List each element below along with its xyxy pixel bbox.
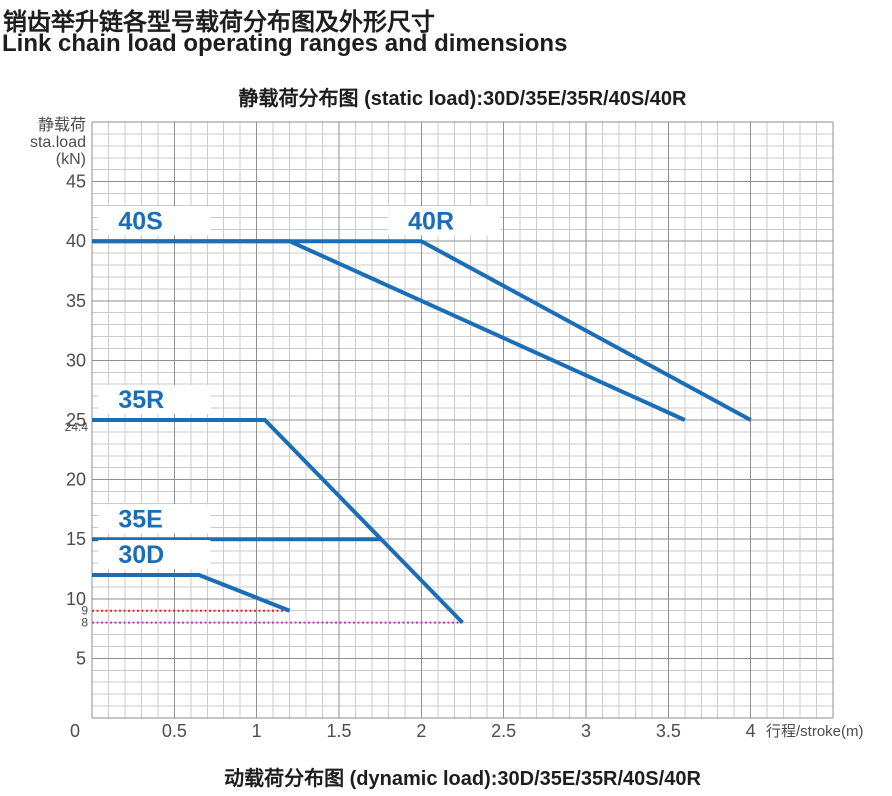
series-line-35R [92,418,464,625]
y-tick-label: 30 [66,350,86,370]
page-title-en: Link chain load operating ranges and dim… [2,30,568,57]
series-label-40S: 40S [118,207,162,235]
series-label-40R: 40R [408,207,454,235]
series-line-40R [92,239,752,422]
series-label-35R: 35R [118,386,164,414]
x-tick-label: 2.5 [491,721,516,741]
x-tick-label: 2 [416,721,426,741]
y-axis-title-line: 静载荷 [38,116,86,134]
y-tick-label: 5 [76,648,86,668]
x-tick-label: 3.5 [656,721,681,741]
series-label-bg-40R [388,206,501,236]
y-tick-label: 40 [66,231,86,251]
y-tick-label: 25 [66,410,86,430]
series-label-bg-40S [98,206,211,236]
series-label-bg-35R [98,385,211,415]
dynamic-chart-caption: 动载荷分布图 (dynamic load):30D/35E/35R/40S/40… [224,768,701,790]
x-tick-label: 0 [70,721,80,741]
page-title-zh: 销齿举升链各型号载荷分布图及外形尺寸 [3,9,435,36]
y-axis-title-line: (kN) [56,151,86,168]
x-tick-label: 0.5 [162,721,187,741]
x-tick-label: 3 [581,721,591,741]
y-tick-label: 35 [66,291,86,311]
series-label-bg-35E [98,504,211,534]
y-tick-label: 45 [66,172,86,192]
y-extra-label-9: 9 [81,604,88,618]
series-label-30D: 30D [118,541,164,569]
x-tick-label: 1 [252,721,262,741]
x-tick-label: 1.5 [326,721,351,741]
y-tick-label: 20 [66,470,86,490]
y-axis-title-line: sta.load [30,134,86,151]
y-extra-label-8: 8 [81,616,88,630]
series-line-30D [92,572,291,613]
x-tick-label: 4 [746,721,756,741]
y-tick-label: 10 [66,589,86,609]
series-label-bg-30D [98,540,211,570]
x-axis-title: 行程/stroke(m) [766,723,864,740]
static-load-chart: 40S 40R 35R 35E 30D 5 10 15 20 25 30 35 40 45 24.4 98 0 0… [30,116,864,741]
y-extra-label-24.4: 24.4 [65,420,89,434]
series-label-35E: 35E [118,505,162,533]
y-tick-label: 15 [66,529,86,549]
static-chart-title: 静载荷分布图 (static load):30D/35E/35R/40S/40R [238,88,687,110]
